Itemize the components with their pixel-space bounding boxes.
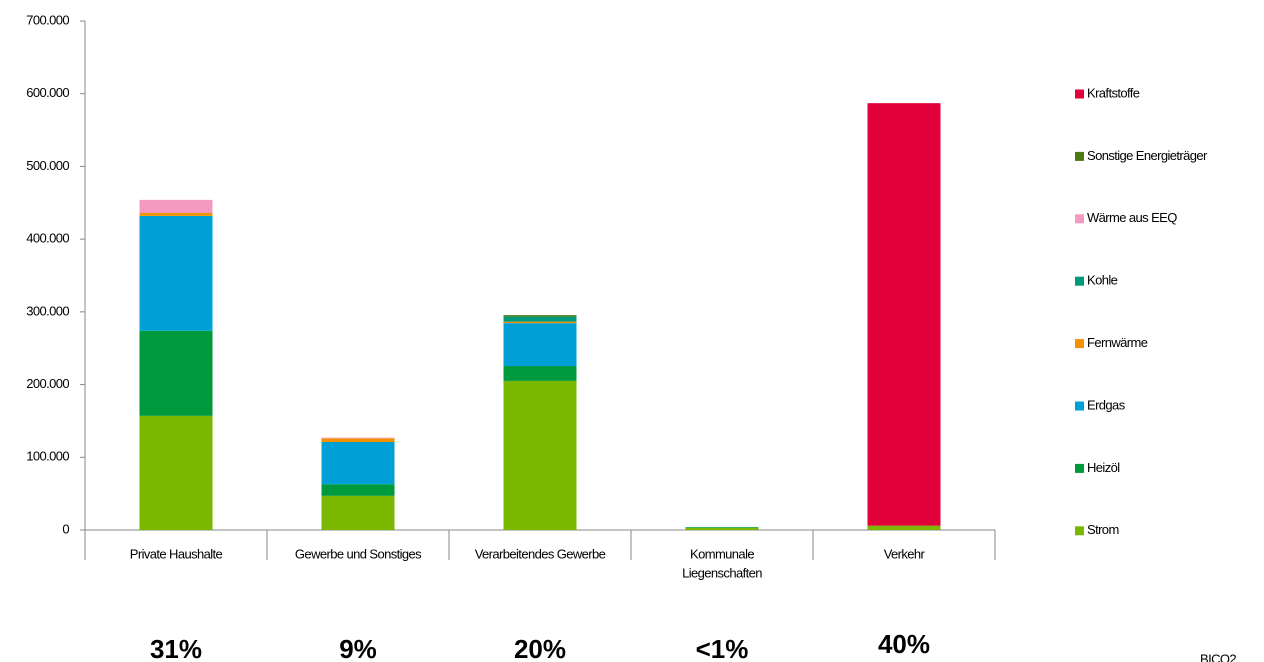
- bar-segment: [867, 103, 941, 526]
- bar-segment: [139, 212, 213, 216]
- bar-segment: [321, 495, 395, 530]
- footer: BICO2: [1200, 651, 1236, 662]
- legend-swatch: [1075, 463, 1084, 473]
- bar-segment: [503, 321, 577, 324]
- share-label: <1%: [696, 634, 749, 662]
- y-tick-label: 300.000: [26, 303, 69, 318]
- x-tick-label: Gewerbe und Sonstiges: [295, 546, 422, 561]
- legend-label: Kraftstoffe: [1087, 85, 1140, 100]
- bar-segment: [503, 366, 577, 381]
- legend-label: Strom: [1087, 522, 1119, 537]
- y-tick-label: 0: [62, 521, 69, 536]
- bar-segment: [503, 380, 577, 530]
- x-tick-label: Liegenschaften: [682, 565, 762, 580]
- bar-segment: [139, 199, 213, 213]
- y-tick-label: 400.000: [26, 231, 69, 246]
- x-tick-label: Verkehr: [884, 546, 926, 561]
- bar-segment: [321, 442, 395, 485]
- share-label: 20%: [514, 634, 566, 662]
- y-tick-label: 200.000: [26, 376, 69, 391]
- bar-segment: [867, 525, 941, 530]
- y-tick-label: 600.000: [26, 85, 69, 100]
- bar-segment: [321, 437, 395, 439]
- bar-segment: [139, 415, 213, 530]
- legend-swatch: [1075, 151, 1084, 161]
- legend-swatch: [1075, 401, 1084, 411]
- legend-swatch: [1075, 276, 1084, 286]
- y-tick-label: 700.000: [26, 12, 69, 27]
- legend-label: Erdgas: [1087, 397, 1126, 412]
- share-label: 9%: [339, 634, 377, 662]
- legend-label: Fernwärme: [1087, 335, 1148, 350]
- bar-segment: [503, 323, 577, 367]
- bar-segment: [503, 316, 577, 322]
- y-tick-label: 100.000: [26, 449, 69, 464]
- bar-segment: [685, 527, 759, 528]
- bar-segment: [139, 215, 213, 331]
- share-label: 40%: [878, 629, 930, 659]
- bar-segment: [503, 315, 577, 317]
- share-label: 31%: [150, 634, 202, 662]
- bar-segment: [321, 484, 395, 496]
- legend-swatch: [1075, 214, 1084, 224]
- legend-label: Kohle: [1087, 273, 1118, 288]
- x-tick-label: Private Haushalte: [130, 546, 223, 561]
- bar-segment: [139, 330, 213, 416]
- legend-swatch: [1075, 339, 1084, 349]
- bar-segment: [321, 438, 395, 443]
- x-tick-label: Kommunale: [690, 546, 754, 561]
- legend-label: Wärme aus EEQ: [1087, 210, 1177, 225]
- legend-swatch: [1075, 526, 1084, 536]
- legend-label: Heizöl: [1087, 460, 1120, 475]
- x-tick-label: Verarbeitendes Gewerbe: [475, 546, 606, 561]
- legend-label: Sonstige Energieträger: [1087, 148, 1208, 163]
- legend-swatch: [1075, 89, 1084, 99]
- y-tick-label: 500.000: [26, 158, 69, 173]
- bar-segment: [685, 527, 759, 530]
